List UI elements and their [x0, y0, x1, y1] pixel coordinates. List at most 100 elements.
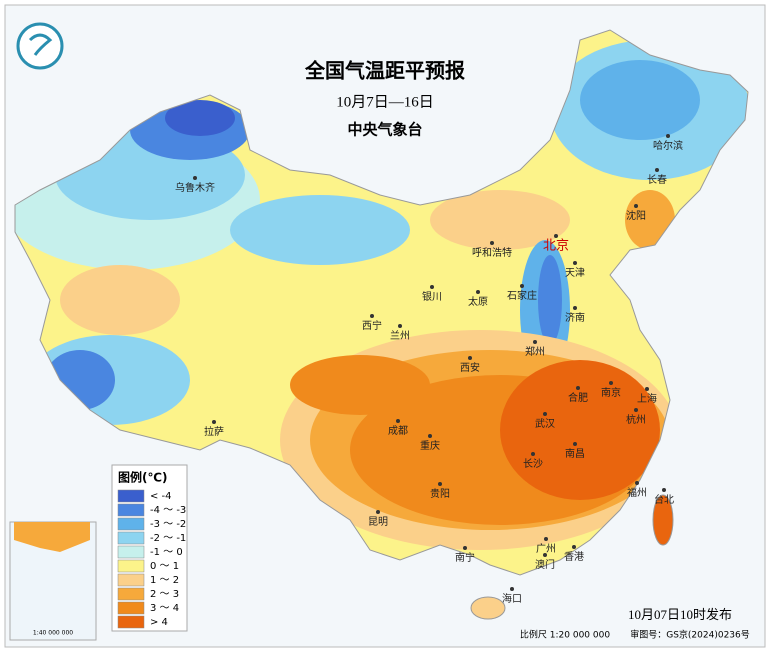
legend-swatch [117, 559, 145, 573]
city-dot [430, 285, 434, 289]
legend-label: -1 ～ 0 [150, 547, 183, 558]
legend-swatch [117, 601, 145, 615]
city-label: 石家庄 [507, 289, 537, 302]
city-label: 福州 [627, 486, 647, 499]
scale: 比例尺 1:20 000 000 [520, 629, 610, 641]
city-label: 台北 [654, 493, 674, 506]
city-label: 贵阳 [430, 487, 450, 500]
city-dot [543, 553, 547, 557]
legend-label: 0 ～ 1 [150, 561, 179, 572]
city-dot [573, 261, 577, 265]
city-label: 西宁 [362, 319, 382, 332]
subtitle: 10月7日—16日 [336, 94, 434, 110]
legend-title: 图例(℃) [118, 470, 168, 485]
city-dot [635, 481, 639, 485]
legend-label: -2 ～ -1 [150, 533, 186, 544]
legend-label: 1 ～ 2 [150, 575, 179, 586]
city-dot [476, 290, 480, 294]
city-label: 广州 [536, 543, 556, 555]
legend-swatch [117, 503, 145, 517]
city-dot [370, 314, 374, 318]
city-label: 长春 [647, 174, 667, 186]
legend-swatch [117, 531, 145, 545]
city-dot [463, 546, 467, 550]
city-dot [572, 545, 576, 549]
legend: 图例(℃) < -4 -4 ～ -3 -3 ～ -2 -2 ～ -1 -1 ～ 0 0 ～… [111, 464, 188, 632]
city-label: 重庆 [420, 439, 440, 452]
city-label: 昆明 [368, 516, 388, 528]
city-dot [609, 381, 613, 385]
legend-label: 3 ～ 4 [150, 603, 179, 614]
city-label: 兰州 [390, 329, 410, 342]
city-label: 呼和浩特 [472, 247, 512, 259]
city-label: 香港 [564, 551, 584, 563]
legend-swatch [117, 489, 145, 503]
legend-swatch [117, 587, 145, 601]
city-label: 上海 [637, 392, 657, 405]
city-label: 拉萨 [204, 425, 224, 438]
legend-swatch [117, 615, 145, 629]
city-dot [662, 488, 666, 492]
city-label: 哈尔滨 [653, 139, 683, 152]
city-label: 郑州 [525, 345, 545, 358]
city-dot [576, 386, 580, 390]
city-label: 杭州 [626, 413, 646, 426]
city-dot [666, 134, 670, 138]
legend-label: > 4 [150, 617, 168, 628]
city-label: 太原 [468, 295, 488, 308]
city-label: 合肥 [568, 391, 588, 404]
city-dot [573, 306, 577, 310]
taiwan [652, 494, 674, 546]
inset: 1:40 000 000 [9, 521, 97, 641]
city-dot [510, 587, 514, 591]
city-label: 沈阳 [626, 209, 646, 222]
hainan [470, 596, 506, 620]
legend-swatch [117, 517, 145, 531]
issuer: 中央气象台 [347, 121, 422, 139]
legend-label: < -4 [150, 491, 172, 502]
city-dot [212, 420, 216, 424]
city-dot [531, 452, 535, 456]
legend-swatch [117, 573, 145, 587]
city-dot [655, 168, 659, 172]
city-dot [543, 412, 547, 416]
city-dot [193, 176, 197, 180]
city-label: 南宁 [455, 551, 475, 564]
city-label: 天津 [565, 267, 585, 279]
city-label: 济南 [565, 311, 585, 324]
city-label: 北京 [543, 239, 569, 254]
city-dot [533, 340, 537, 344]
city-dot [634, 204, 638, 208]
publish-time: 10月07日10时发布 [628, 607, 732, 622]
city-dot [396, 419, 400, 423]
legend-label: 2 ～ 3 [150, 589, 179, 600]
city-label: 海口 [502, 592, 522, 605]
legend-label: -3 ～ -2 [150, 519, 186, 530]
legend-swatch [117, 545, 145, 559]
logo [16, 22, 64, 70]
city-label: 成都 [388, 425, 408, 437]
city-label: 南京 [601, 386, 621, 399]
city-label: 银川 [422, 290, 442, 303]
city-dot [544, 537, 548, 541]
city-label: 南昌 [565, 447, 585, 460]
city-label: 长沙 [523, 458, 543, 470]
city-dot [376, 510, 380, 514]
review-number: 审图号：GS京(2024)0236号 [630, 629, 750, 641]
city-label: 澳门 [535, 558, 555, 571]
city-dot [490, 241, 494, 245]
city-dot [398, 324, 402, 328]
inset-scale: 1:40 000 000 [33, 630, 73, 637]
title: 全国气温距平预报 [304, 59, 465, 83]
city-dot [645, 387, 649, 391]
city-dot [554, 234, 558, 238]
city-label: 西安 [460, 361, 480, 374]
city-dot [573, 442, 577, 446]
city-label: 乌鲁木齐 [175, 181, 215, 194]
city-dot [438, 482, 442, 486]
legend-label: -4 ～ -3 [150, 505, 186, 516]
city-dot [428, 434, 432, 438]
city-dot [634, 408, 638, 412]
city-dot [520, 284, 524, 288]
